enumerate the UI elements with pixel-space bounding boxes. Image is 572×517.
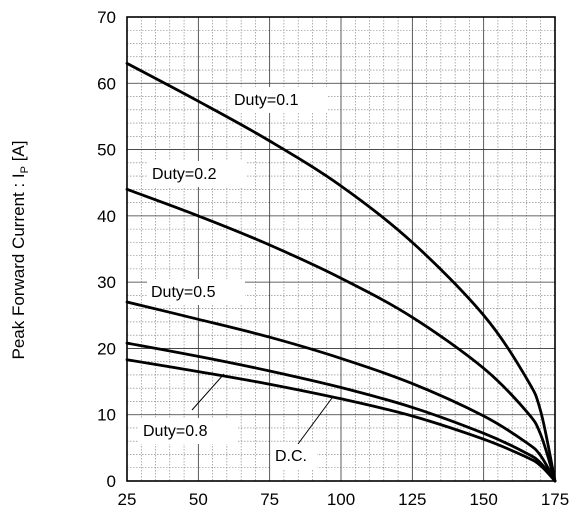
x-tick-label: 125: [398, 490, 426, 509]
y-axis-ticks: 0 10 20 30 40 50 60 70: [97, 8, 116, 491]
series-label-duty-0-2: Duty=0.2: [152, 166, 217, 183]
series-label-bg-duty-0-1: [230, 87, 328, 113]
y-tick-label: 10: [97, 406, 116, 425]
y-tick-label: 0: [107, 472, 116, 491]
series-label-duty-0-8: Duty=0.8: [143, 423, 208, 440]
y-tick-label: 70: [97, 8, 116, 27]
y-tick-label: 60: [97, 74, 116, 93]
y-tick-label: 30: [97, 273, 116, 292]
x-tick-label: 100: [327, 490, 355, 509]
series-label-duty-0-1: Duty=0.1: [234, 92, 299, 109]
leader-line-duty-0-8: [191, 373, 225, 411]
series-labels: Duty=0.1 Duty=0.2 Duty=0.5 Duty=0.8 D.C.: [139, 87, 333, 469]
leader-line-d-c: [297, 397, 333, 445]
x-tick-label: 75: [260, 490, 279, 509]
series-label-bg-duty-0-8: [139, 418, 237, 444]
series-line-duty-0-2: [125, 187, 557, 483]
series-line-d-c: [125, 358, 557, 483]
y-axis-label: Peak Forward Current : IP [A]: [9, 141, 31, 360]
series-line-duty-0-8: [125, 341, 557, 483]
series-label-bg-duty-0-2: [148, 161, 246, 187]
series-label-d-c: D.C.: [275, 448, 307, 465]
y-tick-label: 20: [97, 339, 116, 358]
series-label-bg-d-c: [271, 443, 317, 469]
series-curves: [125, 62, 557, 483]
major-gridlines: [127, 17, 555, 481]
series-label-bg-duty-0-5: [147, 279, 245, 305]
x-tick-label: 150: [469, 490, 497, 509]
series-label-duty-0-5: Duty=0.5: [151, 284, 216, 301]
series-line-duty-0-1: [125, 62, 557, 483]
x-tick-label: 50: [189, 490, 208, 509]
x-axis-ticks: 25 50 75 100 125 150 175: [118, 490, 570, 509]
x-tick-label: 25: [118, 490, 137, 509]
x-tick-label: 175: [541, 490, 569, 509]
series-line-duty-0-5: [125, 300, 557, 483]
y-tick-label: 40: [97, 207, 116, 226]
plot-frame: [126, 16, 556, 482]
y-tick-label: 50: [97, 141, 116, 160]
